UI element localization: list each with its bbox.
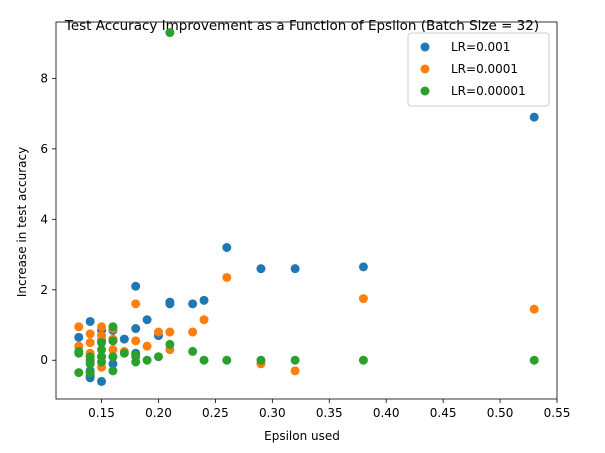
data-point: [358, 294, 368, 304]
data-point: [131, 350, 141, 360]
legend-label: LR=0.0001: [451, 62, 518, 76]
data-point: [199, 315, 209, 325]
y-tick-label: 8: [40, 71, 48, 85]
x-tick-label: 0.55: [544, 406, 571, 420]
legend-label: LR=0.001: [451, 40, 510, 54]
x-tick-label: 0.15: [88, 406, 115, 420]
data-point: [165, 299, 175, 309]
y-tick-label: 4: [40, 212, 48, 226]
data-point: [97, 338, 107, 348]
legend-label: LR=0.00001: [451, 84, 526, 98]
x-tick-label: 0.30: [259, 406, 286, 420]
legend-marker: [420, 86, 430, 96]
data-point: [199, 355, 209, 365]
y-tick-label: 0: [40, 353, 48, 367]
data-point: [108, 352, 118, 362]
data-point: [153, 352, 163, 362]
x-tick-label: 0.25: [202, 406, 229, 420]
data-point: [131, 299, 141, 309]
data-point: [222, 242, 232, 252]
data-point: [529, 355, 539, 365]
data-point: [131, 357, 141, 367]
x-tick-label: 0.50: [487, 406, 514, 420]
legend-marker: [420, 64, 430, 74]
data-point: [358, 355, 368, 365]
axis-ticks: 0.15 0.20 0.25 0.30 0.35 0.40 0.45 0.50 0.55 0 2 4 6…: [40, 71, 570, 420]
data-point: [74, 346, 84, 356]
data-point: [529, 112, 539, 122]
data-point: [256, 355, 266, 365]
data-point: [85, 359, 95, 369]
data-point: [358, 262, 368, 272]
data-point: [222, 355, 232, 365]
x-tick-label: 0.40: [373, 406, 400, 420]
data-point: [108, 345, 118, 355]
data-point: [97, 357, 107, 367]
y-tick-label: 2: [40, 283, 48, 297]
data-point: [85, 316, 95, 326]
data-point: [165, 327, 175, 337]
data-point: [74, 368, 84, 378]
y-tick-label: 6: [40, 142, 48, 156]
legend-box: [407, 32, 550, 107]
data-point: [290, 355, 300, 365]
data-point: [222, 272, 232, 282]
data-point: [97, 331, 107, 341]
data-point: [188, 299, 198, 309]
data-point: [108, 359, 118, 369]
data-point: [142, 355, 152, 365]
data-point: [529, 304, 539, 314]
data-point: [131, 336, 141, 346]
data-point: [74, 332, 84, 342]
data-point: [108, 322, 118, 332]
data-point: [85, 368, 95, 378]
data-point: [119, 334, 129, 344]
data-point: [97, 345, 107, 355]
chart-title: Test Accuracy Improvement as a Function …: [64, 18, 539, 34]
data-point: [165, 28, 175, 38]
data-point: [131, 281, 141, 291]
data-point: [142, 315, 152, 325]
data-point: [97, 322, 107, 332]
data-point: [188, 327, 198, 337]
data-point: [142, 341, 152, 351]
data-points: [74, 28, 539, 386]
data-point: [85, 338, 95, 348]
legend: LR=0.001 LR=0.0001 LR=0.00001: [407, 32, 550, 107]
data-point: [85, 329, 95, 339]
x-axis-label: Epsilon used: [264, 429, 340, 443]
legend-marker: [420, 42, 430, 52]
x-tick-label: 0.20: [145, 406, 172, 420]
data-point: [188, 346, 198, 356]
data-point: [290, 264, 300, 274]
data-point: [153, 327, 163, 337]
data-point: [97, 376, 107, 386]
data-point: [74, 322, 84, 332]
x-tick-label: 0.45: [430, 406, 457, 420]
data-point: [290, 366, 300, 376]
plot-frame: [55, 21, 558, 400]
data-point: [165, 339, 175, 349]
data-point: [256, 264, 266, 274]
series-3: [74, 28, 539, 378]
y-axis-label: Increase in test accuracy: [15, 147, 29, 297]
data-point: [131, 324, 141, 334]
data-point: [199, 295, 209, 305]
data-point: [119, 348, 129, 358]
x-tick-label: 0.35: [316, 406, 343, 420]
data-point: [108, 366, 118, 376]
data-point: [108, 336, 118, 346]
